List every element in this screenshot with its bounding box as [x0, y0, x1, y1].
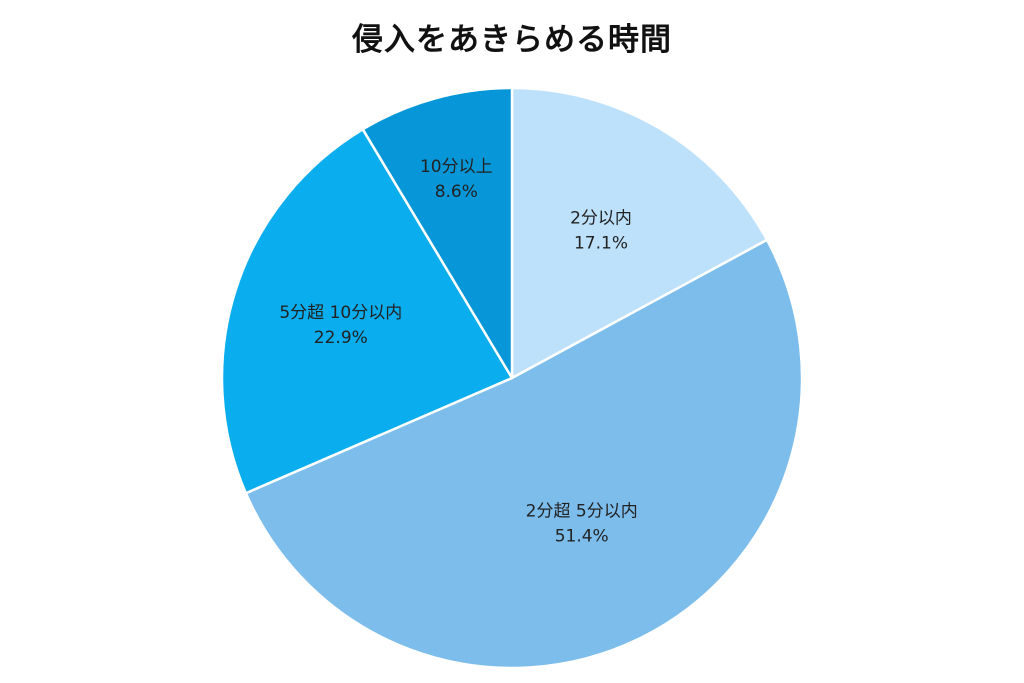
slice-value-1: 17.1% [574, 234, 628, 254]
pie-slice-3 [220, 128, 514, 495]
pie-slice-2 [244, 238, 804, 670]
slice-value-3: 22.9% [314, 328, 368, 348]
slice-value-2: 51.4% [555, 527, 609, 547]
pie-slice-4 [361, 86, 514, 380]
slice-label-4: 10分以上 [420, 157, 493, 177]
pie-labels: 2分以内 17.1% 2分超 5分以内 51.4% 5分超 10分以内 22.9% 10分以… [279, 157, 637, 547]
chart-title: 侵入をあきらめる時間 [352, 22, 672, 58]
slice-value-4: 8.6% [435, 182, 478, 202]
slice-label-1: 2分以内 [570, 209, 632, 229]
slice-label-3: 5分超 10分以内 [279, 303, 402, 323]
pie-slices [220, 86, 804, 670]
slice-label-2: 2分超 5分以内 [526, 502, 638, 522]
pie-slice-1 [510, 86, 769, 380]
